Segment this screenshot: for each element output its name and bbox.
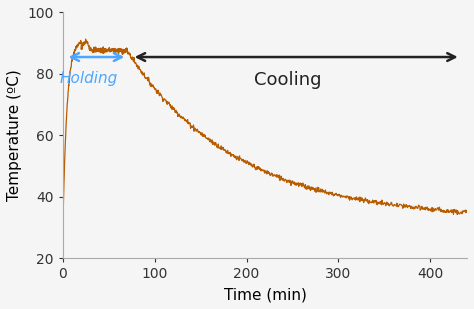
Y-axis label: Temperature (ºC): Temperature (ºC) — [7, 70, 22, 201]
Text: Cooling: Cooling — [254, 71, 322, 89]
Text: Holding: Holding — [60, 71, 118, 86]
X-axis label: Time (min): Time (min) — [224, 287, 306, 302]
